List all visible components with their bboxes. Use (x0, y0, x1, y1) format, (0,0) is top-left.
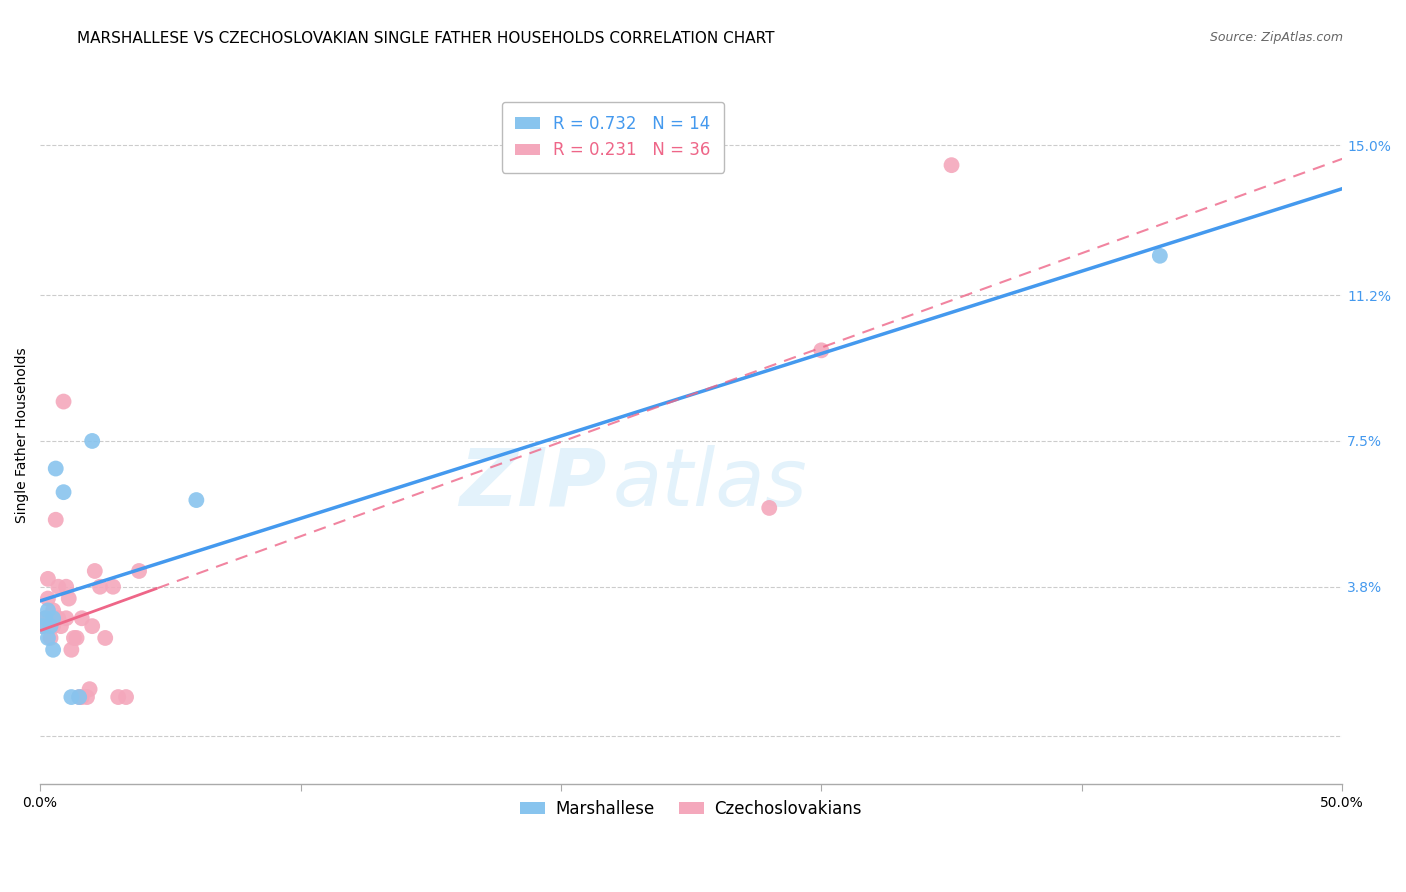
Point (186, 493, 208, 508)
Point (1149, 249, 1171, 263)
Point (941, 158, 963, 172)
Point (39, 619, 62, 633)
Point (52, 485, 75, 500)
Point (83, 564, 105, 578)
Point (37, 603, 59, 617)
Point (37, 572, 59, 586)
Point (34, 611, 56, 625)
Y-axis label: Single Father Households: Single Father Households (15, 347, 30, 523)
Point (42, 603, 65, 617)
Text: MARSHALLESE VS CZECHOSLOVAKIAN SINGLE FATHER HOUSEHOLDS CORRELATION CHART: MARSHALLESE VS CZECHOSLOVAKIAN SINGLE FA… (77, 31, 775, 46)
Point (79, 682, 101, 697)
Point (31, 619, 53, 633)
Point (60, 642, 83, 657)
Point (39, 611, 62, 625)
Point (34, 611, 56, 625)
Point (70, 690, 93, 704)
Point (42, 642, 65, 657)
Point (58, 591, 80, 606)
Text: Source: ZipAtlas.com: Source: ZipAtlas.com (1209, 31, 1343, 45)
Point (46, 580, 69, 594)
Point (49, 619, 72, 633)
Point (63, 631, 86, 645)
Point (107, 690, 129, 704)
Point (37, 591, 59, 606)
Point (94, 631, 117, 645)
Point (67, 690, 90, 704)
Legend: Marshallese, Czechoslovakians: Marshallese, Czechoslovakians (513, 793, 869, 824)
Point (758, 500, 780, 515)
Point (82, 619, 104, 633)
Point (128, 564, 150, 578)
Point (55, 580, 77, 594)
Point (70, 611, 93, 625)
Point (45, 611, 67, 625)
Point (115, 690, 138, 704)
Point (46, 611, 69, 625)
Point (65, 631, 87, 645)
Point (37, 631, 59, 645)
Point (55, 611, 77, 625)
Point (101, 580, 124, 594)
Text: ZIP: ZIP (460, 445, 606, 523)
Text: atlas: atlas (613, 445, 808, 523)
Point (810, 343, 832, 358)
Point (42, 619, 65, 633)
Point (60, 690, 83, 704)
Point (42, 611, 65, 625)
Point (76, 690, 98, 704)
Point (52, 394, 75, 409)
Point (31, 619, 53, 633)
Point (67, 690, 90, 704)
Point (45, 513, 67, 527)
Point (39, 631, 62, 645)
Point (89, 580, 111, 594)
Point (45, 461, 67, 475)
Point (82, 434, 104, 448)
